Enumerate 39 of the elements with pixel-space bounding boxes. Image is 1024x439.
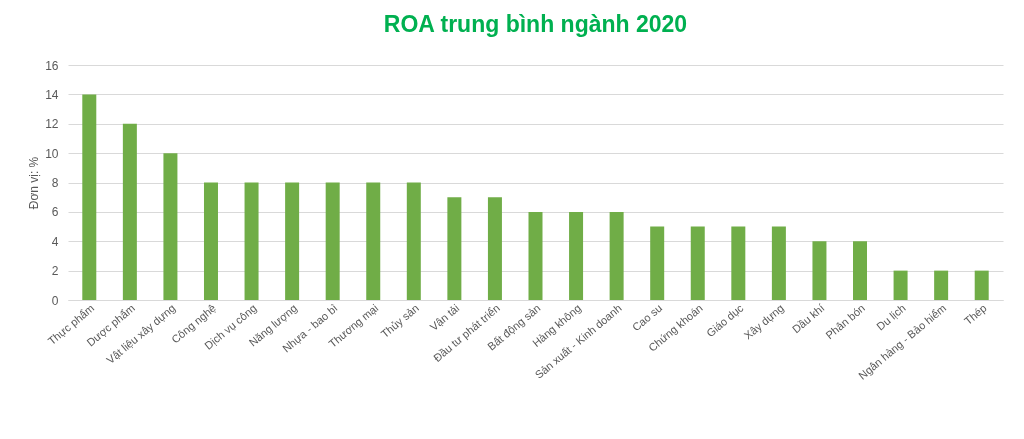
chart-title: ROA trung bình ngành 2020: [383, 11, 688, 37]
y-tick-label: 16: [45, 58, 59, 73]
bar: [690, 226, 705, 300]
bar: [285, 182, 300, 300]
x-tick-label: Thép: [961, 301, 989, 328]
y-tick-label: 2: [51, 264, 59, 279]
x-tick-label: Cao su: [629, 301, 665, 334]
bar: [122, 123, 137, 300]
bar: [366, 182, 381, 300]
y-tick-label: 10: [45, 146, 59, 161]
y-tick-label: 12: [45, 117, 59, 132]
bar: [650, 226, 665, 300]
y-tick-label: 4: [51, 234, 59, 249]
bar: [771, 226, 786, 300]
bar: [203, 182, 218, 300]
bar: [893, 270, 908, 300]
y-axis-title: Đơn vị: %: [27, 156, 42, 210]
bar: [487, 197, 502, 300]
x-tick-label: Vận tải: [427, 301, 462, 333]
y-tick-label: 6: [51, 205, 59, 220]
bar: [325, 182, 340, 300]
bar: [528, 211, 543, 300]
bar: [163, 153, 178, 300]
x-tick-label: Du lịch: [874, 301, 908, 333]
bar: [447, 197, 462, 300]
bar: [812, 241, 827, 300]
bar: [609, 211, 624, 300]
bar: [406, 182, 421, 300]
y-tick-label: 14: [45, 87, 59, 102]
bar: [934, 270, 949, 300]
bar: [974, 270, 989, 300]
bar: [244, 182, 259, 300]
y-tick-label: 8: [51, 176, 59, 190]
bar: [731, 226, 746, 300]
bar: [569, 211, 584, 300]
bar: [853, 241, 868, 300]
x-tick-label: Dầu khí: [789, 301, 827, 336]
y-tick-label: 0: [51, 293, 59, 308]
bar: [82, 94, 97, 300]
